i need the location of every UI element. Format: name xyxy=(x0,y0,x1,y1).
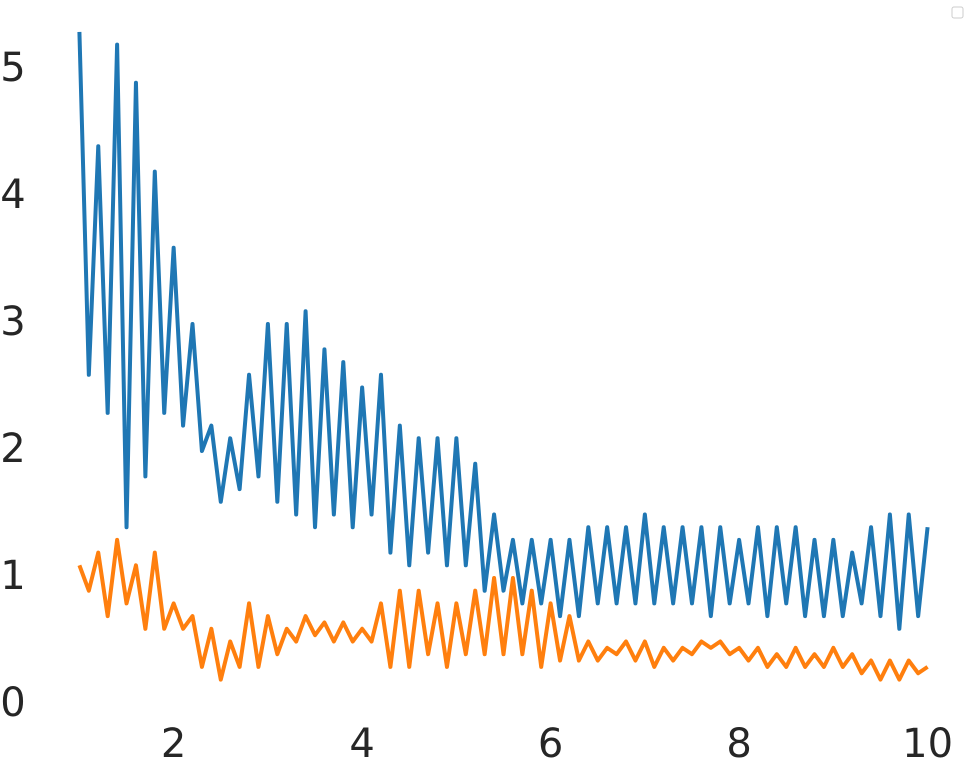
x-tick-label: 10 xyxy=(902,721,953,767)
data-line xyxy=(77,537,929,682)
legend-box xyxy=(951,6,964,19)
x-tick-label: 2 xyxy=(161,721,186,767)
y-tick-label: 5 xyxy=(0,45,25,91)
x-tick-label: 8 xyxy=(726,721,751,767)
data-line xyxy=(77,31,930,631)
x-tick-label: 4 xyxy=(349,721,374,767)
y-tick-label: 1 xyxy=(0,553,25,599)
y-tick-label: 2 xyxy=(0,426,25,472)
x-tick-label: 6 xyxy=(538,721,563,767)
y-tick-label: 3 xyxy=(0,299,25,345)
y-tick-label: 0 xyxy=(0,680,25,726)
y-tick-label: 4 xyxy=(0,172,25,218)
